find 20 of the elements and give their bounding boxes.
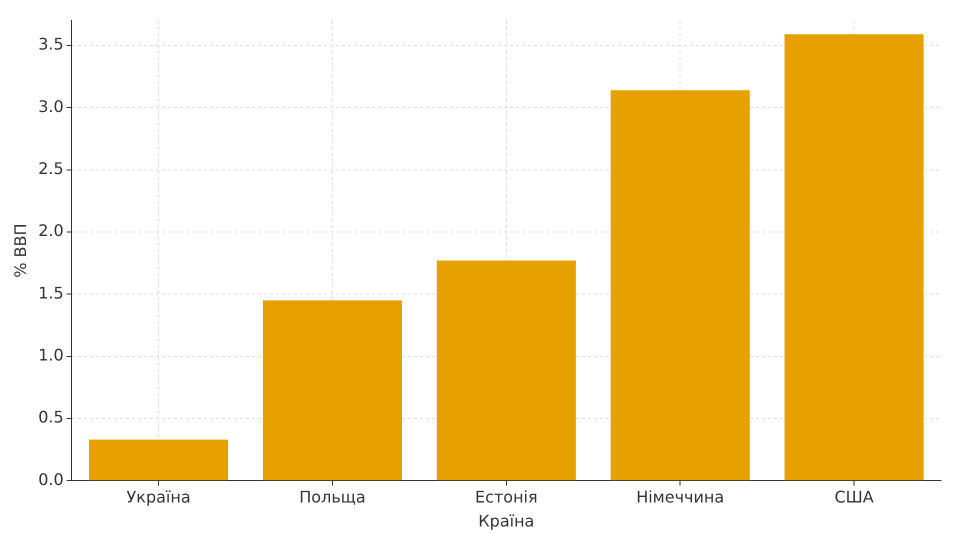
y-tick-label: 0.5 bbox=[38, 408, 64, 427]
y-tick-label: 0.0 bbox=[38, 470, 64, 489]
x-tick-label: США bbox=[834, 487, 874, 506]
y-tick-label: 3.5 bbox=[38, 34, 64, 54]
bar bbox=[784, 34, 924, 480]
x-tick-label: Естонія bbox=[475, 487, 538, 506]
x-axis-title: Країна bbox=[478, 512, 534, 531]
bar bbox=[89, 440, 228, 480]
bar bbox=[610, 90, 750, 480]
y-axis-title: % ВВП bbox=[10, 223, 30, 278]
y-tick-label: 3.0 bbox=[38, 96, 64, 116]
y-tick-label: 2.5 bbox=[38, 158, 64, 178]
y-tick-label: 1.0 bbox=[38, 345, 64, 364]
x-tick-label: Німеччина bbox=[636, 487, 724, 506]
x-tick-label: Україна bbox=[126, 487, 191, 506]
bar bbox=[262, 300, 402, 480]
x-tick-label: Польща bbox=[299, 487, 366, 506]
y-tick-label: 1.5 bbox=[38, 283, 64, 302]
bar bbox=[436, 260, 576, 480]
y-tick-label: 2.0 bbox=[38, 221, 64, 240]
